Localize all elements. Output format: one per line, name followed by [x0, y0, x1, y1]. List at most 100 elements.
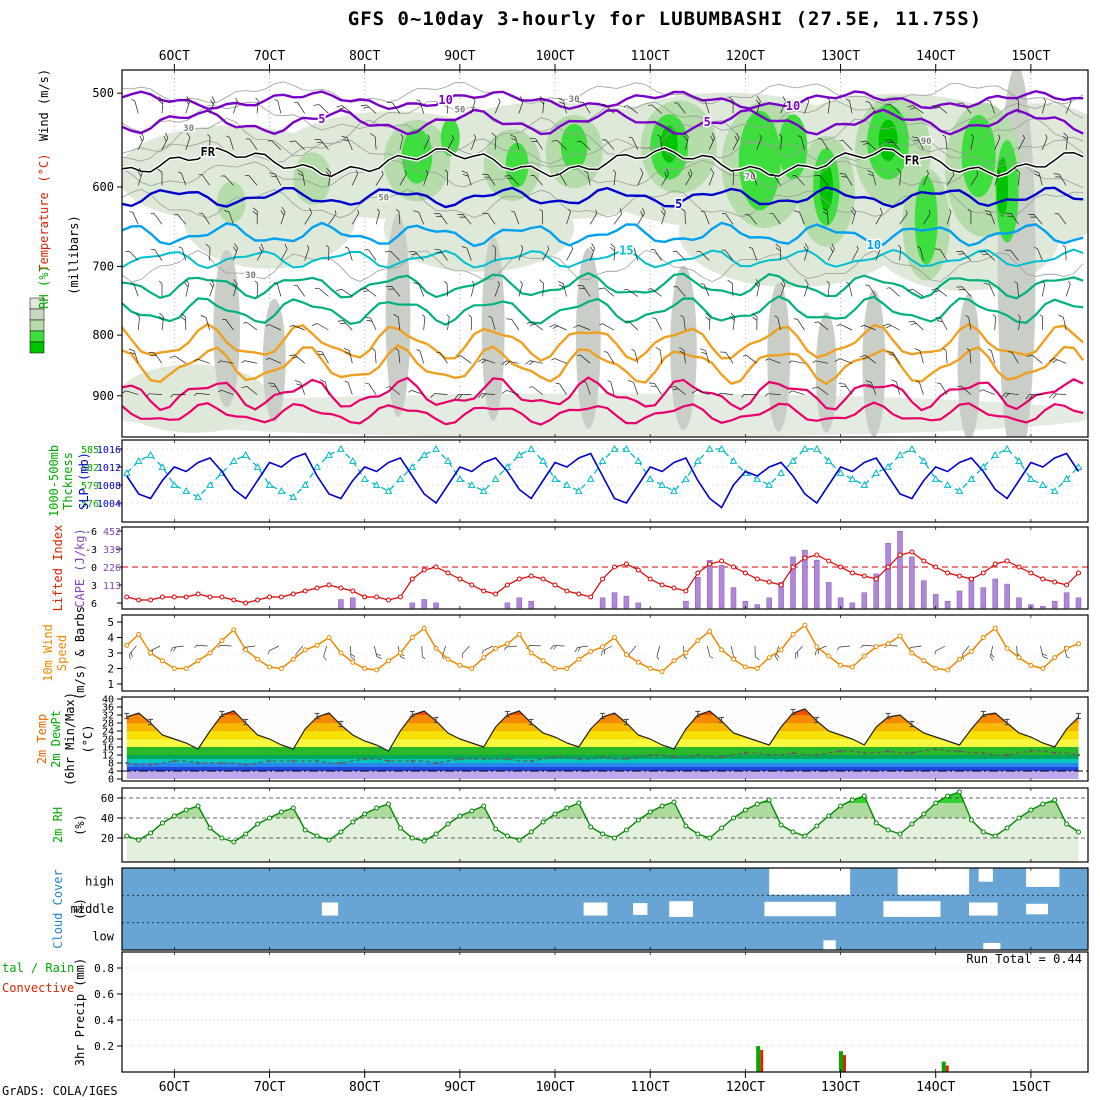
panel-cloud-cover: high middle low [71, 867, 1089, 951]
axis-label: Cloud Cover [51, 869, 65, 948]
svg-text:579: 579 [81, 481, 99, 492]
svg-text:0.8: 0.8 [94, 962, 114, 975]
svg-text:6OCT: 6OCT [159, 1080, 190, 1095]
svg-text:10OCT: 10OCT [535, 49, 574, 64]
axis-label: Wind (m/s) [37, 69, 51, 141]
axis-label: (°C) [37, 154, 51, 183]
svg-text:50: 50 [378, 194, 389, 204]
axis-label: 1000-500mb [47, 445, 61, 517]
axis-label: 3hr Precip (mm) [73, 958, 87, 1066]
svg-text:30: 30 [183, 124, 194, 134]
svg-text:40: 40 [101, 812, 114, 825]
axis-label: Lifted Index [51, 525, 65, 612]
svg-text:30: 30 [245, 271, 256, 281]
run-total-label: Run Total = 0.44 [966, 952, 1082, 966]
svg-text:5: 5 [107, 616, 114, 629]
svg-text:-3: -3 [85, 545, 97, 556]
svg-text:15OCT: 15OCT [1011, 1080, 1050, 1095]
svg-text:14OCT: 14OCT [916, 1080, 955, 1095]
svg-text:1: 1 [107, 678, 114, 691]
temperature-contours [122, 89, 1085, 426]
svg-text:5: 5 [675, 197, 682, 211]
svg-text:339: 339 [103, 545, 121, 556]
svg-text:70: 70 [745, 172, 756, 182]
rh-contours: 30 50 30 50 70 30 90 [122, 81, 1084, 283]
panel-precip: Run Total = 0.44 0.8 0.6 0.4 0.2 6OCT 7OCT 8OCT… [94, 951, 1089, 1095]
svg-text:6OCT: 6OCT [159, 49, 190, 64]
svg-text:1016: 1016 [97, 445, 121, 456]
svg-text:13OCT: 13OCT [821, 49, 860, 64]
svg-text:0: 0 [108, 775, 114, 786]
svg-text:28: 28 [102, 719, 114, 730]
svg-text:582: 582 [81, 463, 99, 474]
svg-text:9OCT: 9OCT [444, 1080, 475, 1095]
svg-text:11OCT: 11OCT [631, 1080, 670, 1095]
precip-total-bar [756, 1046, 761, 1072]
svg-text:1008: 1008 [97, 481, 121, 492]
svg-text:500: 500 [92, 86, 114, 100]
svg-text:576: 576 [81, 499, 99, 510]
axis-label: 2m Temp [35, 714, 49, 765]
svg-text:0: 0 [91, 563, 97, 574]
svg-text:226: 226 [103, 563, 121, 574]
svg-text:5: 5 [704, 115, 711, 129]
axis-label: 2m DewPt [49, 710, 63, 768]
axis-label: tal / Rain [2, 961, 74, 975]
svg-text:12OCT: 12OCT [726, 49, 765, 64]
svg-text:32: 32 [102, 711, 114, 722]
panel-10m-wind: 5 4 3 2 1 [107, 614, 1089, 692]
svg-text:6: 6 [91, 599, 97, 610]
svg-text:0.4: 0.4 [94, 1014, 114, 1027]
svg-text:700: 700 [92, 259, 114, 273]
svg-text:1004: 1004 [97, 499, 121, 510]
rh-shading [122, 70, 1088, 437]
svg-text:3: 3 [91, 581, 97, 592]
svg-text:0.6: 0.6 [94, 988, 114, 1001]
axis-label: Convective [2, 981, 74, 995]
svg-text:585: 585 [81, 445, 99, 456]
svg-text:113: 113 [103, 581, 121, 592]
axis-label: (%) [73, 814, 87, 836]
svg-text:60: 60 [101, 792, 114, 805]
precip-total-bar [839, 1051, 843, 1072]
svg-text:24: 24 [102, 727, 114, 738]
svg-text:20: 20 [101, 832, 114, 845]
page-title: GFS 0~10day 3-hourly for LUBUMBASHI (27.… [347, 8, 983, 30]
svg-text:12: 12 [102, 751, 114, 762]
svg-text:36: 36 [102, 703, 114, 714]
panel-cross-section: 30 50 30 50 70 30 90 10 10 5 5 5 10 15 FR FR 500 600 700 80… [29, 49, 1089, 438]
svg-text:2: 2 [107, 663, 114, 676]
panel-cape-li: -6 -3 0 3 6 452 339 226 113 [85, 526, 1089, 610]
svg-text:50: 50 [454, 106, 465, 116]
svg-text:8OCT: 8OCT [349, 1080, 380, 1095]
axis-label: (m/s) & Barbs [73, 606, 87, 700]
svg-text:FR: FR [905, 154, 920, 168]
axis-label: Thckness [61, 452, 75, 510]
svg-text:high: high [85, 875, 114, 889]
svg-text:452: 452 [103, 527, 121, 538]
svg-text:5: 5 [318, 112, 325, 126]
axis-label: Temperature [37, 192, 51, 271]
panel-2m-rh: 60 40 20 [101, 787, 1089, 863]
precip-convective-bar [760, 1049, 764, 1072]
svg-text:8OCT: 8OCT [349, 49, 380, 64]
svg-text:10: 10 [867, 238, 881, 252]
credit: GrADS: COLA/IGES [2, 1084, 118, 1098]
svg-text:40: 40 [102, 695, 114, 706]
svg-text:1012: 1012 [97, 463, 121, 474]
svg-text:900: 900 [92, 389, 114, 403]
svg-text:30: 30 [569, 95, 580, 105]
upper-wind-barbs [122, 96, 1072, 400]
axis-label: (°C) [81, 725, 95, 754]
svg-text:middle: middle [71, 902, 114, 916]
panel-slp-thickness: 585 582 579 576 1016 1012 1008 1004 [81, 439, 1089, 523]
slp-line [126, 452, 1080, 509]
svg-text:16: 16 [102, 743, 114, 754]
axis-label: 2m RH [51, 807, 65, 843]
svg-text:4: 4 [107, 632, 114, 645]
svg-text:FR: FR [200, 145, 215, 159]
axis-label: 10m Wind [41, 624, 55, 682]
